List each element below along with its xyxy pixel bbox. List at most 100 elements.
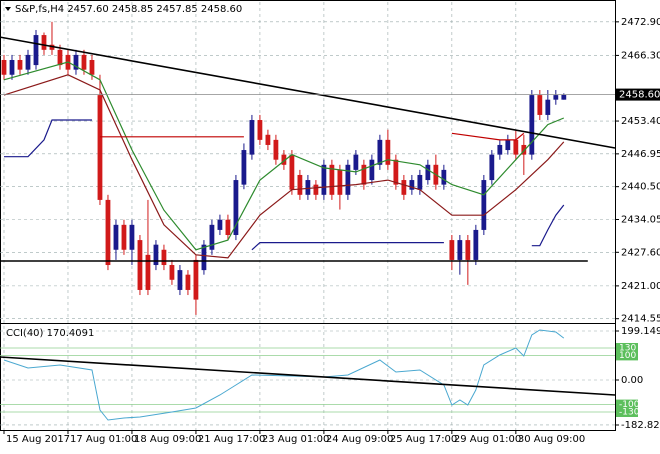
candle-body <box>145 254 151 290</box>
x-tick-label: 23 Aug 01:00 <box>262 434 329 445</box>
x-tick-label: 15 Aug 2017 <box>6 434 70 445</box>
candle-body <box>537 95 543 115</box>
candle-body <box>25 54 31 70</box>
x-tick-label: 18 Aug 09:00 <box>134 434 201 445</box>
candle-body <box>105 199 111 266</box>
indicator-title: CCI(40) 170.4091 <box>6 328 94 339</box>
candle-body <box>353 154 359 170</box>
candle-body <box>209 224 215 250</box>
candle-body <box>273 139 279 160</box>
candle-body <box>465 240 471 260</box>
candle-body <box>57 49 63 66</box>
candle-body <box>241 150 247 185</box>
price-label: 2458.60 <box>619 90 660 101</box>
candle-body <box>137 240 143 290</box>
y-tick-label: 2466.30 <box>621 50 660 61</box>
candle-body <box>441 169 447 185</box>
candle-body <box>33 35 39 66</box>
level-label: 130 <box>619 344 636 354</box>
level-box <box>616 406 638 417</box>
candle-body <box>201 244 207 271</box>
plot-frame <box>0 0 616 431</box>
candle-body <box>1 59 7 75</box>
candle-body <box>481 180 487 230</box>
candle-body <box>113 224 119 250</box>
candle-body <box>81 54 87 70</box>
level-label: 100 <box>619 351 636 361</box>
candle-body <box>225 219 231 236</box>
candle-body <box>9 59 15 75</box>
candle-body <box>553 95 559 100</box>
x-tick-label: 25 Aug 17:00 <box>390 434 457 445</box>
candle-body <box>249 120 255 155</box>
candle-body <box>73 54 79 70</box>
x-tick-label: 24 Aug 09:00 <box>326 434 393 445</box>
candle-body <box>265 134 271 145</box>
candle-body <box>457 240 463 260</box>
y-tick-label: 2421.00 <box>621 281 660 292</box>
menu-arrow <box>5 7 11 11</box>
y-tick-label: 2414.55 <box>621 314 660 325</box>
y-tick-label: 0.00 <box>621 375 643 386</box>
candle-body <box>377 139 383 165</box>
candle-body <box>385 139 391 165</box>
y-tick-label: -182.8248 <box>621 420 660 431</box>
candle-body <box>89 59 95 75</box>
candle-body <box>169 265 175 280</box>
candle-body <box>97 95 103 200</box>
candle-body <box>529 95 535 155</box>
candle-body <box>521 144 527 155</box>
level-box <box>616 343 638 354</box>
candle-body <box>177 270 183 290</box>
candle-body <box>473 229 479 260</box>
indicator-line <box>100 132 525 141</box>
candle-body <box>321 164 327 195</box>
candle-body <box>305 180 311 195</box>
candle-body <box>497 144 503 155</box>
level-label: -100 <box>619 400 640 410</box>
candle-body <box>153 244 159 266</box>
candle-body <box>337 169 343 195</box>
candle-body <box>393 159 399 185</box>
y-tick-label: 2472.90 <box>621 17 660 28</box>
chart-title: S&P,fs,H4 2457.60 2458.85 2457.85 2458.6… <box>15 4 242 15</box>
trend-line <box>0 356 616 396</box>
y-tick-label: 199.1494 <box>621 326 660 337</box>
candle-body <box>545 99 551 115</box>
candle-body <box>161 249 167 266</box>
candle-body <box>41 35 47 50</box>
cci-line <box>3 329 565 421</box>
indicator-line <box>3 61 565 251</box>
x-tick-label: 21 Aug 17:00 <box>198 434 265 445</box>
candle-body <box>401 180 407 195</box>
candle-body <box>361 164 367 185</box>
y-tick-label: 2434.05 <box>621 214 660 225</box>
candle-body <box>217 219 223 230</box>
y-tick-label: 2427.60 <box>621 247 660 258</box>
candle-body <box>313 184 319 195</box>
x-tick-label: 29 Aug 01:00 <box>454 434 521 445</box>
candle-body <box>121 224 127 250</box>
indicator-line <box>4 119 565 251</box>
candle-body <box>17 59 23 70</box>
price-box <box>616 88 660 101</box>
trend-line <box>0 36 616 149</box>
candle-body <box>505 139 511 151</box>
x-tick-label: 17 Aug 01:00 <box>70 434 137 445</box>
candle-body <box>417 174 423 190</box>
candle-body <box>425 164 431 181</box>
candle-body <box>281 154 287 165</box>
candle-body <box>129 224 135 250</box>
y-tick-label: 2446.95 <box>621 149 660 160</box>
candle-body <box>233 180 239 236</box>
candle-body <box>297 174 303 195</box>
candle-body <box>449 240 455 260</box>
candle-body <box>193 259 199 300</box>
level-box <box>616 350 638 361</box>
candle-body <box>185 274 191 290</box>
y-tick-label: 2453.40 <box>621 116 660 127</box>
x-tick-label: 30 Aug 09:00 <box>518 434 585 445</box>
candle-body <box>513 139 519 155</box>
